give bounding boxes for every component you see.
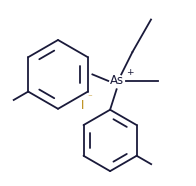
Text: +: + (126, 68, 134, 77)
Text: I: I (81, 99, 84, 112)
Text: As: As (110, 74, 124, 87)
Text: ⁻: ⁻ (88, 93, 92, 102)
